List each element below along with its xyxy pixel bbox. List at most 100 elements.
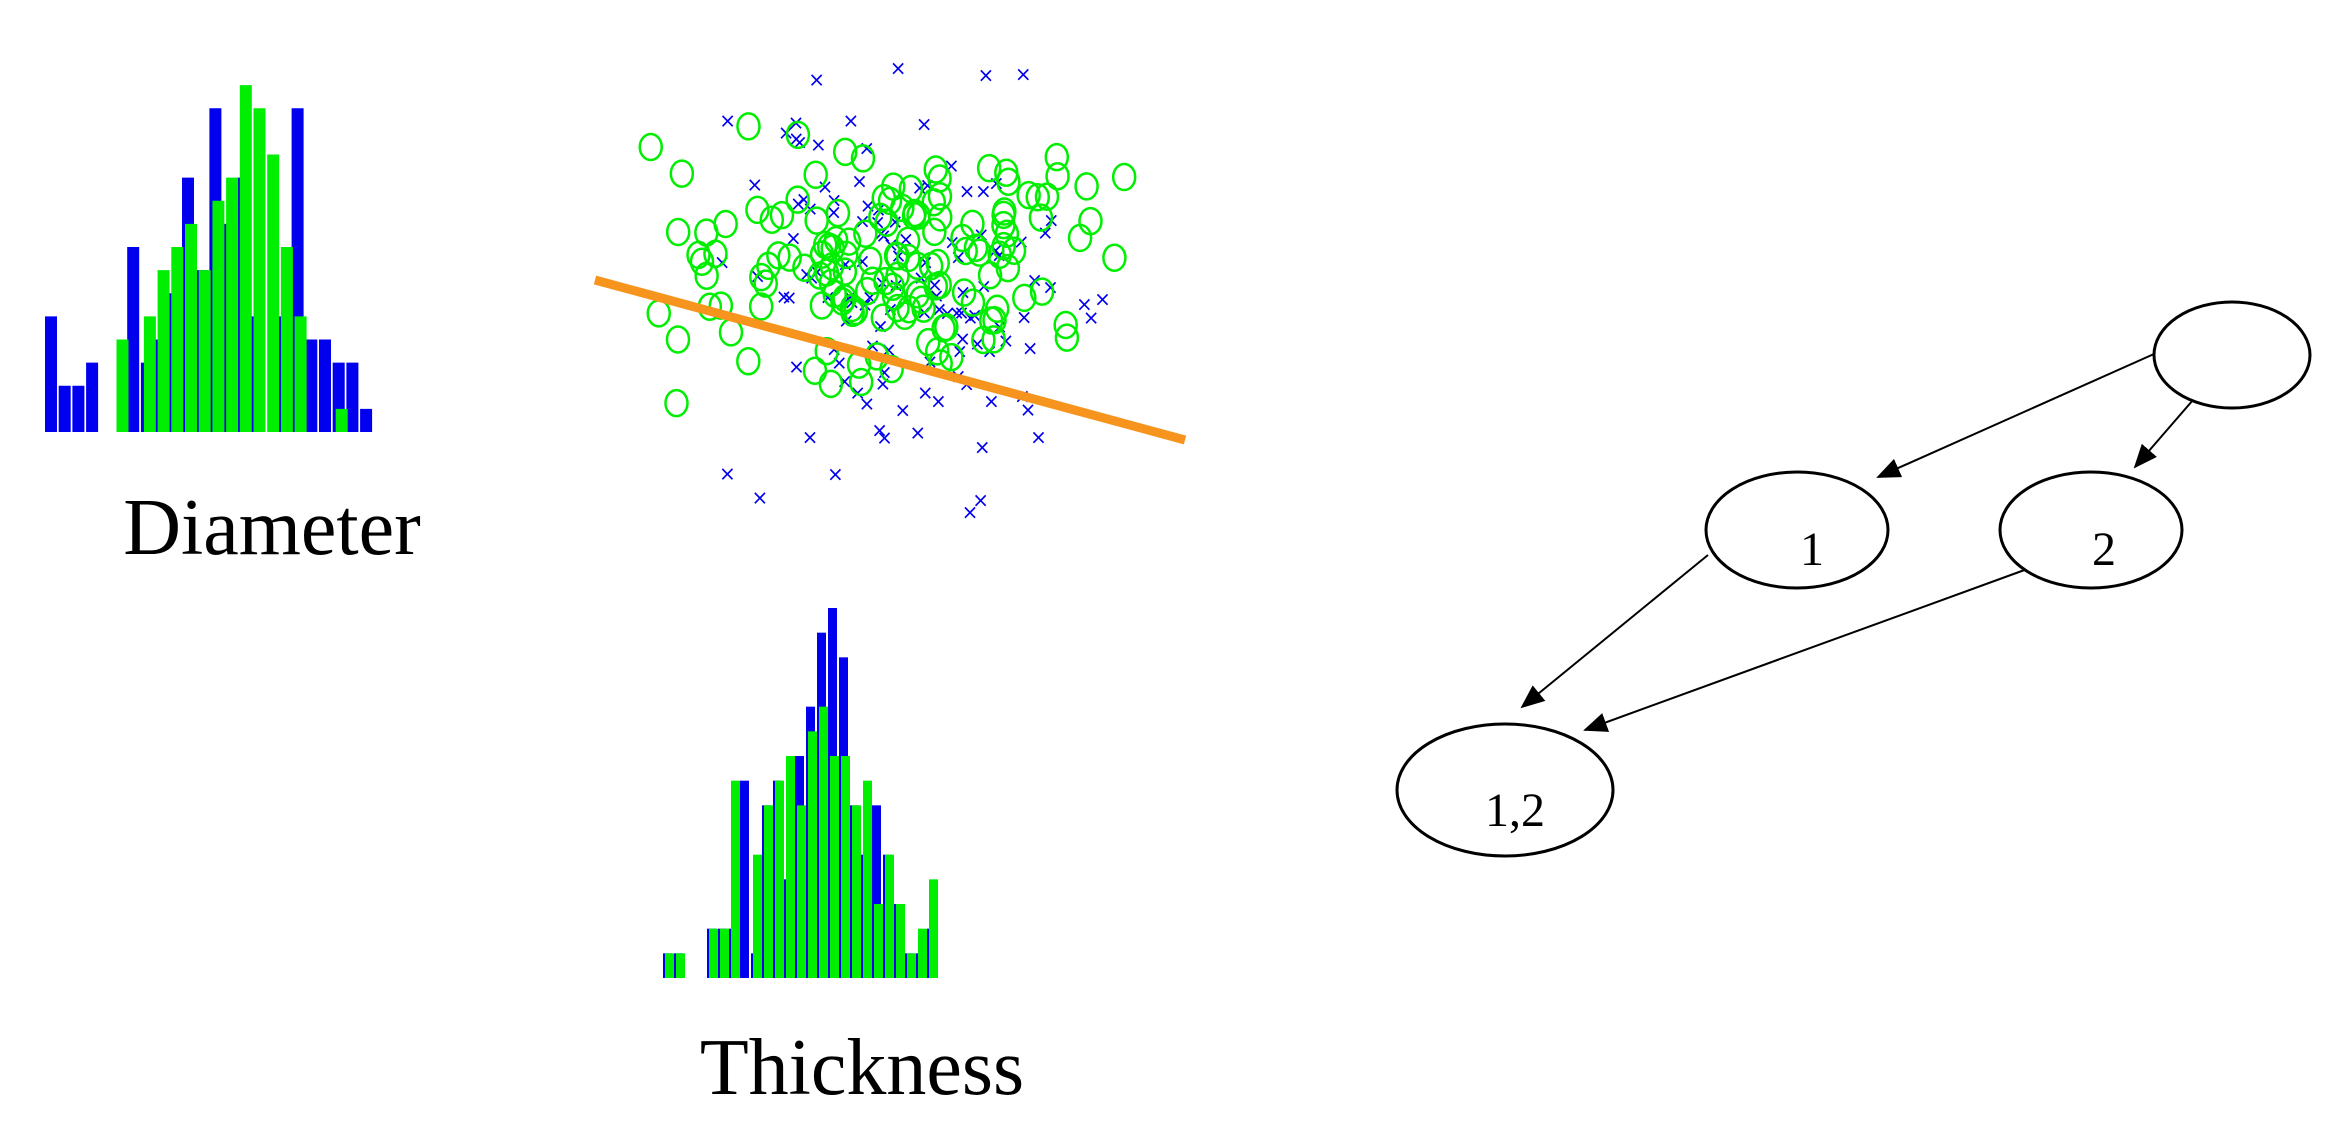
- green-circle-point: [918, 251, 944, 281]
- node-2: [1998, 470, 2184, 590]
- green-bar: [885, 854, 894, 978]
- green-circle-point: [686, 240, 711, 270]
- green-bar: [929, 879, 938, 978]
- blue-bar: [319, 339, 331, 432]
- blue-x-point: ×: [719, 462, 736, 486]
- blue-x-point: ×: [808, 67, 825, 91]
- green-bar: [185, 223, 197, 432]
- green-circle-point: [812, 230, 838, 260]
- green-circle-point: [1025, 182, 1051, 212]
- blue-x-point: ×: [876, 425, 893, 449]
- green-circle-point: [991, 200, 1016, 230]
- green-circle-point: [665, 325, 691, 354]
- green-circle-point: [877, 186, 903, 216]
- green-circle-point: [883, 241, 909, 270]
- green-circle-point: [664, 388, 689, 418]
- green-circle-point: [848, 367, 874, 397]
- blue-x-point: ×: [817, 175, 834, 199]
- blue-x-point: ×: [875, 371, 892, 395]
- green-circle-point: [981, 325, 1006, 354]
- blue-x-point: ×: [746, 172, 763, 196]
- green-circle-point: [832, 137, 858, 167]
- edge-2-to-12: [1583, 567, 2031, 732]
- green-circle-point: [905, 280, 930, 309]
- blue-x-point: ×: [831, 350, 848, 374]
- green-circle-point: [1044, 142, 1070, 172]
- green-circle-point: [669, 159, 695, 188]
- green-circle-point: [769, 200, 795, 230]
- green-circle-point: [853, 219, 878, 248]
- blue-bar: [127, 247, 140, 432]
- green-circle-point: [840, 298, 865, 328]
- green-circle-point: [982, 305, 1007, 335]
- green-circle-point: [1001, 236, 1027, 265]
- green-bar: [753, 854, 762, 978]
- graph-diagram: 1 2 1,2: [1395, 300, 2312, 858]
- green-circle-point: [921, 187, 947, 217]
- blue-x-point: ×: [872, 314, 889, 338]
- green-circle-point: [1111, 162, 1137, 192]
- green-circle-point: [803, 160, 828, 190]
- blue-bar: [740, 780, 749, 978]
- edge-root-to-1: [1876, 349, 2164, 478]
- blue-x-point: ×: [719, 109, 736, 133]
- blue-x-point: ×: [858, 392, 875, 416]
- green-circle-point: [890, 193, 915, 223]
- green-circle-point: [994, 158, 1019, 188]
- green-bar: [676, 953, 685, 978]
- green-circle-point: [736, 347, 761, 376]
- green-circle-point: [759, 205, 785, 235]
- blue-x-point: ×: [955, 280, 972, 304]
- node-1-label: 1: [1800, 523, 1824, 576]
- green-bar: [157, 270, 170, 432]
- green-circle-point: [991, 210, 1016, 240]
- blue-x-point: ×: [972, 488, 989, 512]
- green-circle-point: [809, 291, 835, 320]
- node-1: [1704, 470, 1890, 590]
- blue-x-point: ×: [1020, 397, 1037, 421]
- blue-x-point: ×: [827, 462, 844, 486]
- green-bar: [226, 177, 239, 432]
- green-circle-point: [934, 312, 959, 342]
- blue-x-point: ×: [919, 173, 936, 197]
- green-circle-point: [854, 276, 880, 306]
- green-bar: [731, 780, 740, 978]
- green-bar: [852, 805, 861, 978]
- green-bar: [907, 953, 916, 978]
- green-circle-point: [1054, 323, 1080, 352]
- green-circle-point: [1045, 161, 1070, 191]
- blue-x-point: ×: [1030, 425, 1047, 449]
- green-circle-point: [857, 246, 883, 275]
- green-bar: [830, 756, 839, 978]
- green-circle-point: [885, 261, 910, 291]
- blue-x-point: ×: [1076, 292, 1093, 316]
- node-root: [2152, 300, 2312, 410]
- green-circle-point: [832, 284, 857, 313]
- blue-x-point: ×: [776, 285, 793, 309]
- blue-x-point: ×: [858, 136, 875, 160]
- blue-bar: [872, 805, 881, 978]
- green-circle-point: [1034, 182, 1060, 211]
- green-circle-point: [818, 369, 844, 399]
- diameter-histogram: [45, 85, 373, 432]
- node-2-label: 2: [2092, 523, 2116, 576]
- node-12-label: 1,2: [1485, 784, 1545, 837]
- green-circle-point: [951, 278, 977, 307]
- blue-x-point: ×: [1015, 62, 1032, 86]
- blue-x-point: ×: [962, 500, 979, 524]
- decision-boundary-line: [593, 275, 1187, 445]
- blue-x-point: ×: [1026, 268, 1043, 292]
- green-circle-point: [777, 243, 802, 272]
- green-circle-point: [1016, 180, 1041, 210]
- blue-bar: [86, 362, 99, 432]
- blue-x-point: ×: [975, 179, 992, 203]
- green-circle-point: [927, 181, 953, 211]
- green-circle-point: [960, 209, 985, 239]
- green-circle-point: [1029, 277, 1055, 306]
- green-circle-point: [807, 261, 832, 290]
- edge-1-to-12: [1520, 554, 1709, 709]
- green-circle-point: [802, 356, 828, 386]
- blue-bar: [305, 339, 318, 432]
- blue-x-point: ×: [916, 112, 933, 136]
- blue-x-point: ×: [849, 381, 866, 405]
